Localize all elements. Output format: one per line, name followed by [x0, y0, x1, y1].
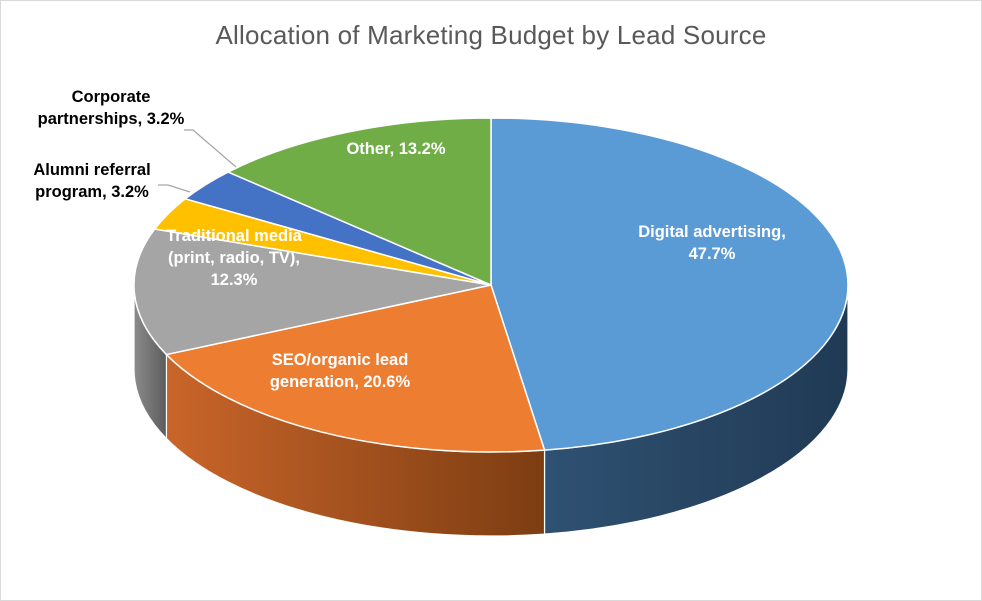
leader-line-3: [158, 184, 191, 193]
data-label-5: Other, 13.2%: [346, 140, 445, 158]
pie-slice-2[interactable]: [133, 228, 492, 356]
data-label-2: Traditional media (print, radio, TV), 12.3…: [166, 227, 303, 289]
leader-line-4: [184, 129, 237, 168]
data-label-0: Digital advertising, 47.7%: [638, 223, 786, 263]
data-label-0-line-0: Digital advertising,: [638, 223, 786, 241]
data-label-4: Corporate partnerships, 3.2%: [38, 88, 185, 128]
data-label-1-line-0: SEO/organic lead: [272, 351, 409, 369]
data-label-3-line-0: Alumni referral: [33, 161, 150, 179]
chart-title: Allocation of Marketing Budget by Lead S…: [215, 20, 767, 50]
data-label-1: SEO/organic lead generation, 20.6%: [270, 351, 411, 391]
data-label-4-line-0: Corporate: [72, 88, 151, 106]
data-label-0-line-1: 47.7%: [689, 245, 736, 263]
data-label-2-line-1: (print, radio, TV),: [168, 249, 300, 267]
data-label-4-line-1: partnerships, 3.2%: [38, 110, 185, 128]
data-label-3-line-1: program, 3.2%: [35, 183, 149, 201]
data-label-2-line-0: Traditional media: [166, 227, 303, 245]
data-label-2-line-2: 12.3%: [211, 271, 258, 289]
pie-slice-0[interactable]: [490, 117, 849, 451]
pie-slice-5[interactable]: [227, 117, 492, 286]
data-label-1-line-1: generation, 20.6%: [270, 373, 411, 391]
pie-slice-1[interactable]: [165, 284, 546, 453]
data-label-5-line-0: Other, 13.2%: [346, 140, 445, 158]
data-label-3: Alumni referral program, 3.2%: [33, 161, 150, 201]
